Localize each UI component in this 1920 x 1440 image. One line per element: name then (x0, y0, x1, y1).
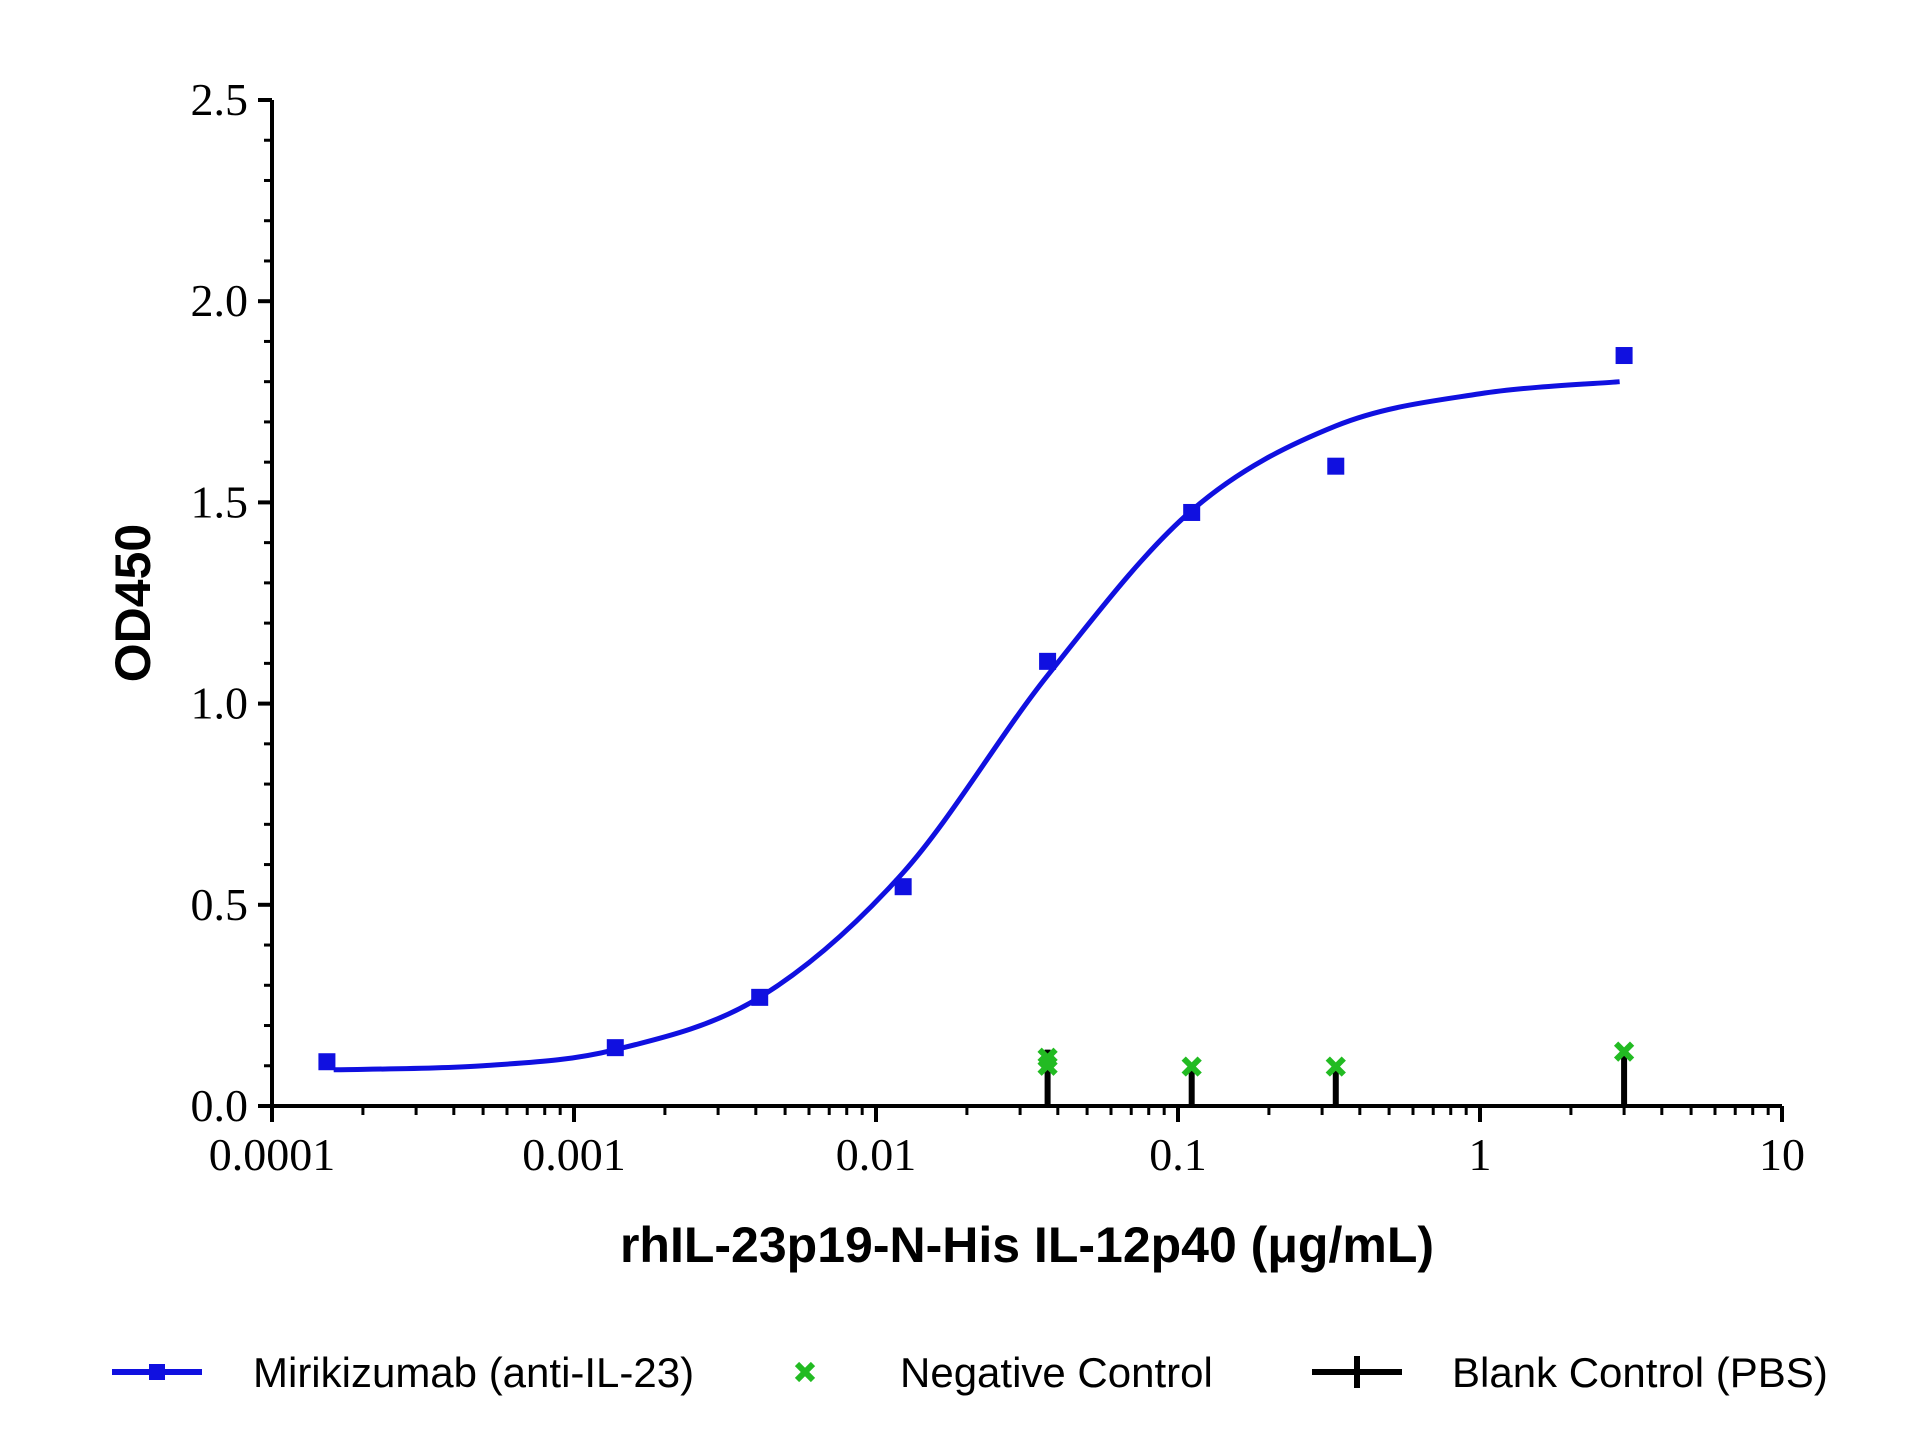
mirikizumab-fit-curve (333, 379, 1620, 1073)
legend-label: Mirikizumab (anti-IL-23) (253, 1349, 694, 1396)
x-axis-title: rhIL-23p19-N-His IL-12p40 (μg/mL) (620, 1217, 1434, 1273)
x-tick-label: 0.01 (836, 1129, 917, 1180)
mirikizumab-point (894, 878, 912, 896)
mirikizumab-point (318, 1053, 336, 1071)
x-tick-label: 0.1 (1149, 1129, 1207, 1180)
negative-control-point (1181, 1056, 1202, 1077)
mirikizumab-point (751, 988, 769, 1006)
y-tick-label: 2.0 (191, 275, 249, 326)
x-marker-stroke (794, 1361, 816, 1383)
mirikizumab-point (1039, 652, 1057, 670)
legend-swatch-marker (794, 1361, 816, 1383)
legend: Mirikizumab (anti-IL-23) Negative Control… (112, 1349, 1828, 1396)
x-marker-stroke (1325, 1056, 1346, 1077)
x-tick-label: 0.0001 (209, 1129, 336, 1180)
y-tick-label: 0.5 (191, 879, 249, 930)
legend-item: Mirikizumab (anti-IL-23) (112, 1349, 694, 1396)
x-tick-label: 1 (1469, 1129, 1492, 1180)
negative-control-point (1037, 1055, 1058, 1076)
x-tick-label: 0.001 (522, 1129, 626, 1180)
mirikizumab-point (606, 1039, 624, 1057)
legend-item: Negative Control (794, 1349, 1213, 1396)
mirikizumab-point (1183, 503, 1201, 521)
x-marker-stroke (1181, 1056, 1202, 1077)
legend-label: Blank Control (PBS) (1452, 1349, 1828, 1396)
x-marker-stroke (1037, 1055, 1058, 1076)
mirikizumab-point (1327, 457, 1345, 475)
negative-control-point (1613, 1041, 1635, 1062)
y-tick-label: 1.5 (191, 476, 249, 527)
legend-swatch-marker (149, 1364, 165, 1380)
plot-area (318, 347, 1635, 1106)
y-tick-label: 1.0 (191, 678, 249, 729)
x-tick-label: 10 (1759, 1129, 1805, 1180)
legend-label: Negative Control (900, 1349, 1213, 1396)
x-marker-stroke (1613, 1041, 1635, 1062)
negative-control-point (1325, 1056, 1346, 1077)
mirikizumab-point (1615, 347, 1633, 365)
y-axis-title: OD450 (105, 524, 161, 682)
y-tick-label: 2.5 (191, 74, 249, 125)
axes: 0.0 0.5 1.0 1.5 2.0 2.5 0.0001 0.001 0.01 0.1 1 10 (191, 74, 1806, 1180)
y-tick-label: 0.0 (191, 1080, 249, 1131)
legend-item: Blank Control (PBS) (1312, 1349, 1828, 1396)
